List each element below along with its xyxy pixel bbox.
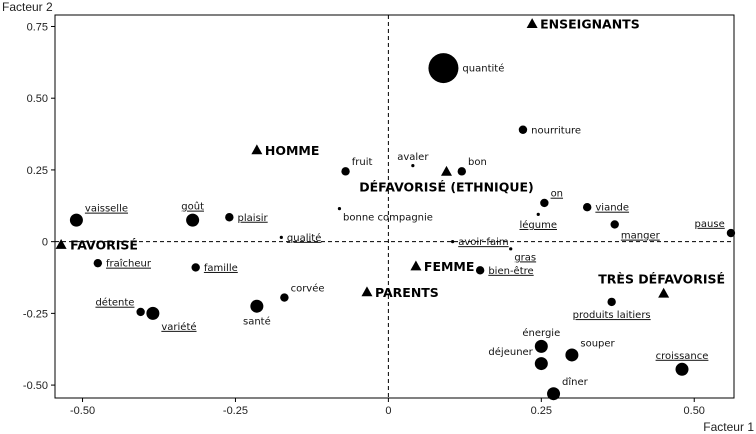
group-label: DÉFAVORISÉ (ETHNIQUE) — [359, 179, 533, 194]
word-point — [475, 266, 485, 275]
group-label: ENSEIGNANTS — [540, 17, 640, 32]
group-marker — [410, 260, 422, 271]
word-label: qualité — [287, 232, 321, 244]
word-point — [582, 203, 592, 212]
word-label: détente — [95, 297, 134, 309]
y-axis-title: Facteur 2 — [2, 0, 53, 14]
word-point — [93, 258, 103, 268]
data-points: quantité nourriture avaler bon fruit on viande… — [55, 17, 736, 401]
x-axis-title: Facteur 1 — [703, 420, 754, 434]
y-tick-label: 0.75 — [27, 21, 48, 33]
group-marker — [526, 18, 538, 29]
word-point — [565, 348, 579, 362]
word-point — [534, 357, 548, 371]
word-label: nourriture — [531, 125, 581, 136]
group-label: PARENTS — [375, 285, 439, 300]
word-point — [536, 212, 540, 216]
word-label: fraîcheur — [106, 258, 152, 270]
group-marker — [658, 287, 670, 298]
word-point — [675, 362, 689, 376]
word-point — [451, 240, 455, 244]
word-point — [146, 306, 160, 320]
word-label: goût — [181, 201, 204, 213]
group-label: HOMME — [265, 143, 320, 158]
word-label: souper — [580, 338, 615, 349]
word-point — [726, 228, 736, 238]
word-label: quantité — [462, 63, 504, 75]
y-tick-label: 0 — [42, 237, 48, 249]
x-tick-label: -0.25 — [223, 405, 248, 417]
word-label: avaler — [397, 152, 429, 163]
word-point — [534, 339, 548, 353]
word-point — [191, 263, 200, 272]
word-label: avoir faim — [458, 237, 508, 248]
word-label: vaisselle — [85, 204, 128, 215]
word-label: gras — [514, 252, 536, 263]
group-marker — [440, 165, 452, 176]
word-label: santé — [243, 316, 271, 328]
x-tick-label: 0.25 — [531, 405, 552, 417]
x-tick-label: 0.50 — [684, 405, 705, 417]
group-marker — [251, 144, 263, 155]
word-label: croissance — [656, 351, 709, 362]
word-label: produits laitiers — [573, 310, 651, 321]
word-point — [250, 299, 264, 313]
word-label: variété — [161, 321, 196, 333]
word-label: dîner — [562, 376, 589, 388]
word-label: corvée — [291, 282, 325, 294]
word-label: pause — [695, 219, 725, 230]
axis-ticks: -0.50 -0.25 0 0.25 0.50 0.75 0.50 0.25 0 -0.25 -0.… — [23, 21, 705, 417]
word-label: plaisir — [238, 213, 269, 224]
word-label: bonne compagnie — [343, 212, 433, 223]
word-label: on — [551, 189, 563, 200]
word-point — [610, 220, 619, 229]
word-point — [136, 307, 145, 317]
x-tick-label: -0.50 — [70, 405, 95, 417]
word-point — [457, 167, 466, 176]
word-point — [69, 213, 83, 227]
group-marker — [361, 286, 373, 297]
word-label: énergie — [522, 327, 560, 339]
word-label: viande — [595, 203, 629, 214]
y-tick-label: -0.25 — [23, 308, 48, 320]
word-point — [279, 235, 283, 239]
group-label: FAVORISÉ — [70, 238, 138, 253]
word-label: légume — [519, 219, 557, 231]
word-point — [547, 387, 561, 401]
word-point — [607, 297, 616, 307]
word-point — [428, 53, 459, 84]
word-point — [341, 167, 350, 176]
x-tick-label: 0 — [385, 405, 391, 417]
word-point — [225, 213, 234, 222]
word-label: bon — [468, 157, 487, 168]
y-tick-label: 0.25 — [27, 165, 48, 177]
word-label: bien-être — [488, 265, 533, 277]
word-label: fruit — [352, 157, 373, 168]
word-label: déjeuner — [488, 346, 533, 358]
plot-frame — [54, 14, 735, 399]
word-point — [518, 125, 528, 134]
y-tick-label: -0.50 — [23, 380, 48, 392]
word-point — [411, 164, 415, 168]
word-point — [540, 198, 549, 208]
word-point — [509, 247, 513, 251]
word-point — [337, 207, 342, 211]
word-point — [280, 293, 289, 302]
y-tick-label: 0.50 — [27, 93, 48, 105]
group-label: FEMME — [424, 259, 475, 274]
word-label: manger — [621, 231, 661, 242]
group-label: TRÈS DÉFAVORISÉ — [598, 271, 725, 286]
word-point — [186, 213, 200, 227]
group-marker — [55, 239, 67, 249]
word-label: famille — [204, 263, 238, 274]
